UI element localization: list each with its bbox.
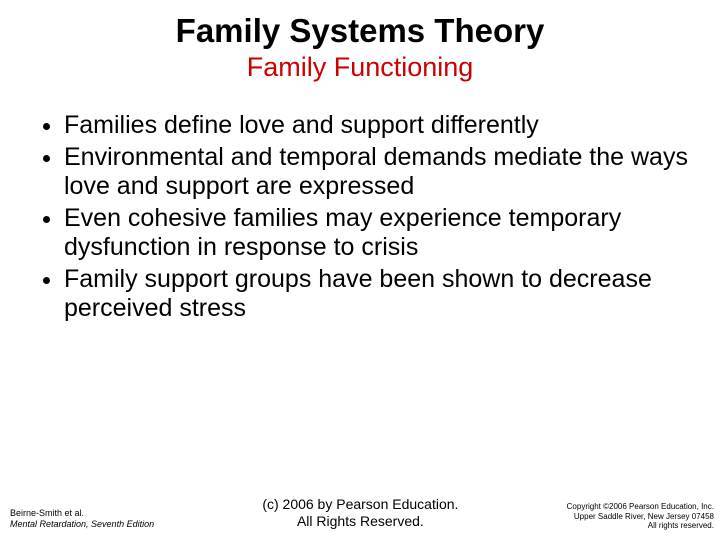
copyright-line: (c) 2006 by Pearson Education. [262, 496, 458, 513]
source-author: Beirne-Smith et al. [10, 508, 154, 519]
list-item: Environmental and temporal demands media… [64, 143, 692, 202]
bullet-text: Even cohesive families may experience te… [64, 204, 621, 262]
copyright-detail: Copyright ©2006 Pearson Education, Inc. [567, 502, 714, 511]
slide-title: Family Systems Theory [0, 0, 720, 50]
bullet-text: Families define love and support differe… [64, 111, 539, 139]
bullet-text: Environmental and temporal demands media… [64, 143, 688, 201]
footer-copyright-center: (c) 2006 by Pearson Education. All Right… [262, 496, 458, 530]
title-text: Family Systems Theory [176, 12, 545, 49]
footer-source: Beirne-Smith et al. Mental Retardation, … [10, 508, 154, 530]
list-item: Family support groups have been shown to… [64, 265, 692, 324]
rights-line: All Rights Reserved. [262, 513, 458, 530]
bullet-text: Family support groups have been shown to… [64, 265, 652, 323]
rights-detail: All rights reserved. [567, 521, 714, 530]
subtitle-text: Family Functioning [247, 52, 474, 82]
footer: Beirne-Smith et al. Mental Retardation, … [0, 496, 720, 530]
address-line: Upper Saddle River, New Jersey 07458 [567, 512, 714, 521]
source-title: Mental Retardation, Seventh Edition [10, 519, 154, 530]
footer-copyright-right: Copyright ©2006 Pearson Education, Inc. … [567, 502, 714, 530]
bullet-list: Families define love and support differe… [0, 83, 720, 324]
list-item: Even cohesive families may experience te… [64, 204, 692, 263]
list-item: Families define love and support differe… [64, 111, 692, 141]
slide-subtitle: Family Functioning [0, 50, 720, 83]
